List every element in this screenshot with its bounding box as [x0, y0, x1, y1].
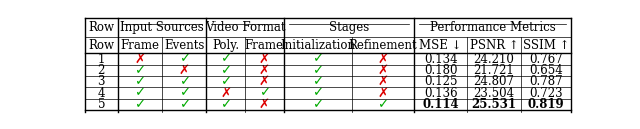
Text: ✓: ✓ [220, 75, 231, 88]
Text: ✓: ✓ [134, 87, 145, 99]
Text: ✓: ✓ [134, 98, 145, 111]
Text: Video Format: Video Format [205, 21, 285, 34]
Text: 0.819: 0.819 [527, 98, 564, 111]
Text: 0.767: 0.767 [529, 53, 563, 66]
Text: 1: 1 [97, 53, 105, 66]
Text: 0.787: 0.787 [529, 75, 563, 88]
Text: 0.136: 0.136 [424, 87, 458, 99]
Text: 24.807: 24.807 [474, 75, 515, 88]
Text: ✗: ✗ [259, 64, 270, 77]
Text: Refinement: Refinement [349, 39, 417, 52]
Text: 0.180: 0.180 [424, 64, 458, 77]
Text: ✓: ✓ [312, 87, 323, 99]
Text: ✗: ✗ [220, 87, 231, 99]
Text: 0.125: 0.125 [424, 75, 458, 88]
Text: Performance Metrics: Performance Metrics [429, 21, 556, 34]
Text: ✓: ✓ [134, 75, 145, 88]
Text: 25.531: 25.531 [472, 98, 516, 111]
Text: 24.210: 24.210 [474, 53, 515, 66]
Text: ✗: ✗ [259, 53, 270, 66]
Text: ✗: ✗ [259, 75, 270, 88]
Text: ✓: ✓ [312, 75, 323, 88]
Text: ✗: ✗ [259, 98, 270, 111]
Text: ✓: ✓ [312, 64, 323, 77]
Text: 4: 4 [97, 87, 105, 99]
Text: ✓: ✓ [179, 98, 190, 111]
Text: 0.114: 0.114 [422, 98, 459, 111]
Text: ✓: ✓ [377, 98, 388, 111]
Text: PSNR ↑: PSNR ↑ [470, 39, 518, 52]
Text: ✗: ✗ [377, 53, 388, 66]
Text: ✗: ✗ [179, 64, 190, 77]
Text: Events: Events [164, 39, 204, 52]
Text: ✗: ✗ [377, 64, 388, 77]
Text: ✓: ✓ [134, 64, 145, 77]
Text: 0.654: 0.654 [529, 64, 563, 77]
Text: ✗: ✗ [377, 75, 388, 88]
Text: ✓: ✓ [179, 53, 190, 66]
Text: Initialization: Initialization [280, 39, 355, 52]
Text: ✓: ✓ [179, 75, 190, 88]
Text: Frame: Frame [244, 39, 284, 52]
Text: ✗: ✗ [377, 87, 388, 99]
Text: 21.721: 21.721 [474, 64, 515, 77]
Text: 2: 2 [97, 64, 105, 77]
Text: ✓: ✓ [220, 53, 231, 66]
Text: 5: 5 [97, 98, 105, 111]
Text: 23.504: 23.504 [474, 87, 515, 99]
Text: Stages: Stages [328, 21, 369, 34]
Text: ✓: ✓ [220, 98, 231, 111]
Text: Row: Row [88, 21, 115, 34]
Text: Poly.: Poly. [212, 39, 239, 52]
Text: 0.134: 0.134 [424, 53, 458, 66]
Text: ✓: ✓ [179, 87, 190, 99]
Text: Input Sources: Input Sources [120, 21, 204, 34]
Text: 3: 3 [97, 75, 105, 88]
Text: MSE ↓: MSE ↓ [419, 39, 462, 52]
Text: ✓: ✓ [312, 53, 323, 66]
Text: Row: Row [88, 39, 115, 52]
Text: ✗: ✗ [134, 53, 145, 66]
Text: ✓: ✓ [220, 64, 231, 77]
Text: ✓: ✓ [312, 98, 323, 111]
Text: 0.723: 0.723 [529, 87, 563, 99]
Text: SSIM ↑: SSIM ↑ [523, 39, 569, 52]
Text: ✓: ✓ [259, 87, 270, 99]
Text: Frame: Frame [120, 39, 159, 52]
